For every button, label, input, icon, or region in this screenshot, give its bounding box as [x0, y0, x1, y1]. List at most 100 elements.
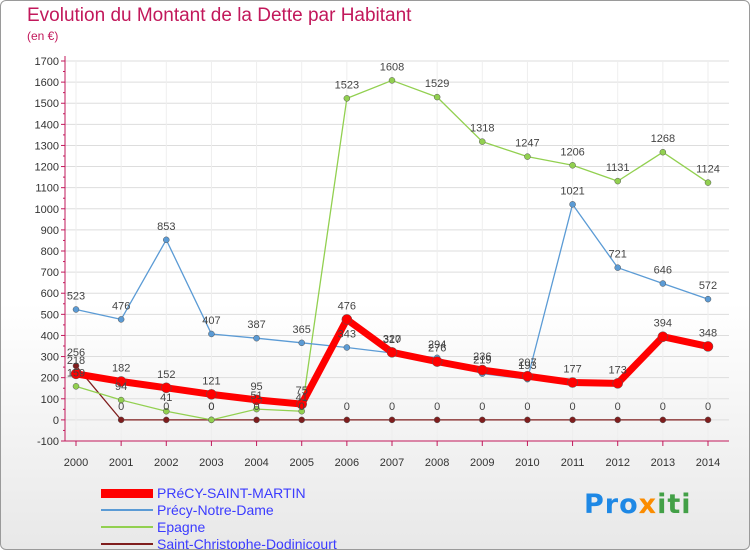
data-point	[569, 416, 576, 424]
data-label: 0	[208, 401, 214, 413]
data-point	[341, 314, 353, 325]
data-label: 1318	[470, 123, 494, 135]
data-point	[343, 416, 351, 424]
x-tick-label: 2007	[380, 457, 404, 469]
data-point	[479, 416, 486, 424]
data-label: 276	[428, 343, 446, 355]
y-tick-label: 500	[41, 309, 59, 321]
data-point	[117, 316, 125, 323]
data-point	[612, 378, 623, 389]
legend-swatch	[101, 488, 153, 498]
data-label: 0	[434, 401, 440, 413]
data-point	[431, 356, 443, 367]
data-label: 0	[660, 401, 666, 413]
legend-label: Saint-Christophe-Dodinicourt	[157, 536, 337, 550]
data-label: 365	[293, 324, 311, 336]
data-label: 159	[67, 367, 85, 379]
data-label: 1268	[651, 133, 675, 145]
data-point	[388, 77, 396, 84]
x-tick-label: 2008	[425, 457, 449, 469]
data-point	[343, 344, 351, 351]
chart-subtitle: (en €)	[27, 29, 59, 43]
y-tick-label: 700	[41, 267, 59, 279]
data-label: 0	[118, 401, 124, 413]
data-label: 218	[67, 355, 85, 367]
data-label: 207	[518, 357, 536, 369]
y-tick-label: 200	[41, 373, 59, 385]
data-point	[163, 416, 170, 424]
data-point	[704, 295, 712, 303]
data-label: 394	[654, 318, 672, 330]
data-label: 523	[67, 290, 85, 302]
data-point	[70, 368, 82, 380]
data-label: 0	[479, 401, 485, 413]
y-tick-label: 1700	[35, 56, 59, 68]
legend-swatch	[101, 509, 153, 511]
data-label: 721	[609, 249, 627, 261]
x-tick-label: 2006	[335, 457, 359, 469]
data-label: 476	[338, 300, 356, 312]
data-label: 0	[705, 401, 711, 413]
legend-label: Epagne	[157, 519, 206, 535]
data-label: 219	[473, 355, 491, 367]
y-tick-labels: -100 0 100 200 300 400 500 600 700 800 900 1000 1100…	[35, 56, 59, 448]
data-label: 0	[570, 401, 576, 413]
axes	[61, 56, 729, 446]
data-point	[659, 416, 667, 424]
data-point	[72, 383, 80, 390]
data-point	[524, 153, 531, 160]
data-label: 387	[247, 319, 265, 331]
data-label: 152	[157, 369, 175, 381]
data-point	[659, 148, 667, 156]
data-point	[704, 179, 712, 186]
data-point	[659, 280, 667, 287]
x-tick-label: 2014	[696, 457, 720, 469]
data-point	[567, 377, 578, 388]
data-point	[569, 201, 576, 208]
data-label: 193	[518, 360, 536, 372]
data-label: 51	[250, 390, 262, 402]
data-point	[117, 396, 125, 404]
data-label: 0	[524, 401, 530, 413]
data-label: 94	[115, 381, 127, 393]
data-point	[163, 407, 170, 415]
data-point	[479, 138, 486, 145]
x-tick-label: 2001	[109, 457, 133, 469]
data-label: 646	[654, 265, 672, 277]
data-label: 1608	[380, 61, 404, 73]
data-label: 476	[112, 300, 130, 312]
data-point	[477, 364, 488, 376]
data-label: 1206	[560, 146, 584, 158]
data-label: 294	[428, 339, 446, 351]
data-point	[117, 416, 125, 424]
y-tick-label: 1100	[35, 183, 59, 195]
data-point	[386, 347, 398, 358]
x-tick-label: 2003	[199, 457, 223, 469]
data-label: 853	[157, 221, 175, 233]
data-label: 572	[699, 280, 717, 292]
y-tick-label: 900	[41, 225, 59, 237]
data-point	[72, 306, 80, 313]
x-tick-label: 2004	[244, 457, 268, 469]
data-point	[702, 341, 714, 352]
y-tick-label: -100	[37, 436, 59, 448]
data-point	[704, 416, 712, 424]
data-point	[614, 177, 621, 185]
data-label: 41	[296, 392, 308, 404]
data-point	[614, 264, 621, 271]
data-point	[343, 95, 351, 102]
x-tick-label: 2002	[154, 457, 178, 469]
data-point	[433, 93, 441, 101]
data-label: 95	[250, 381, 262, 393]
y-tick-label: 1300	[35, 140, 59, 152]
data-label: 1529	[425, 78, 449, 90]
data-label: 1124	[696, 164, 720, 176]
y-tick-label: 1000	[35, 204, 59, 216]
x-tick-label: 2000	[64, 457, 88, 469]
data-point	[298, 416, 305, 424]
data-label: 0	[615, 401, 621, 413]
data-label: 173	[609, 364, 627, 376]
